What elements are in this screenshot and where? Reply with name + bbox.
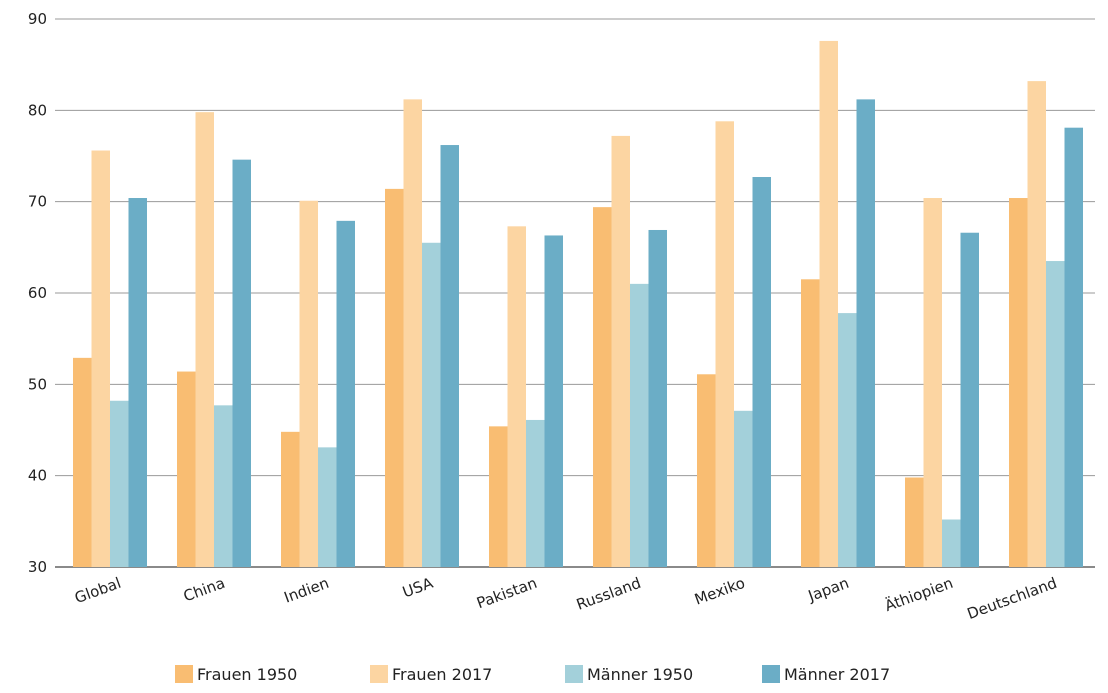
bar <box>403 99 422 567</box>
bar <box>440 145 459 568</box>
bar <box>318 447 337 567</box>
bar <box>630 283 649 567</box>
legend-label: Männer 2017 <box>784 665 890 684</box>
y-tick-label: 90 <box>28 10 47 28</box>
bars <box>73 40 1083 568</box>
x-category-label: Global <box>72 574 123 607</box>
y-tick-label: 80 <box>28 101 47 119</box>
bar <box>801 279 820 567</box>
y-tick-label: 40 <box>28 467 47 485</box>
x-axis-categories: Global China Indien USA Pakistan Russland Mexi… <box>72 573 1059 623</box>
bar <box>1046 261 1065 567</box>
legend-label: Frauen 2017 <box>392 665 492 684</box>
legend-swatch <box>565 665 583 683</box>
y-tick-label: 60 <box>28 284 47 302</box>
bar <box>73 357 92 567</box>
bar <box>697 374 716 567</box>
bar <box>856 99 875 567</box>
bar <box>819 40 838 568</box>
y-axis-ticks: 30 40 50 60 70 80 90 <box>28 10 47 576</box>
x-category-label: Indien <box>282 574 332 607</box>
x-category-label: China <box>181 574 227 606</box>
bar <box>734 410 753 567</box>
bar <box>128 198 147 567</box>
bar <box>1064 127 1083 567</box>
bar <box>214 405 233 567</box>
bar <box>489 426 508 567</box>
x-category-label: Deutschland <box>965 574 1060 623</box>
legend-swatch <box>762 665 780 683</box>
x-category-label: Mexiko <box>692 574 747 609</box>
bar <box>648 229 667 568</box>
bar <box>1027 81 1046 568</box>
y-tick-label: 30 <box>28 558 47 576</box>
bar <box>752 177 771 568</box>
y-tick-label: 70 <box>28 193 47 211</box>
bar <box>526 419 545 567</box>
bar <box>715 121 734 567</box>
bar <box>838 313 857 567</box>
bar <box>544 235 563 567</box>
x-category-label: Äthiopien <box>882 573 955 615</box>
bar <box>195 112 214 567</box>
x-category-label: Japan <box>805 574 851 606</box>
y-tick-label: 50 <box>28 375 47 393</box>
bar <box>1009 198 1028 567</box>
legend: Frauen 1950 Frauen 2017 Männer 1950 Männer … <box>175 665 890 684</box>
x-category-label: Pakistan <box>474 574 539 612</box>
bar <box>232 159 251 568</box>
bar <box>942 519 961 567</box>
bar <box>110 400 129 567</box>
bar <box>91 150 110 567</box>
legend-swatch <box>370 665 388 683</box>
bar <box>281 431 300 567</box>
legend-swatch <box>175 665 193 683</box>
legend-label: Männer 1950 <box>587 665 693 684</box>
x-category-label: USA <box>400 574 436 602</box>
bar <box>336 220 355 567</box>
bar <box>177 371 196 567</box>
bar <box>923 198 942 567</box>
bar <box>611 135 630 567</box>
bar <box>507 226 526 567</box>
bar <box>422 242 441 567</box>
bar <box>905 477 924 567</box>
bar <box>593 207 612 567</box>
x-category-label: Russland <box>574 574 643 614</box>
bar <box>960 232 979 567</box>
legend-label: Frauen 1950 <box>197 665 297 684</box>
bar <box>385 188 404 567</box>
bar <box>299 200 318 567</box>
